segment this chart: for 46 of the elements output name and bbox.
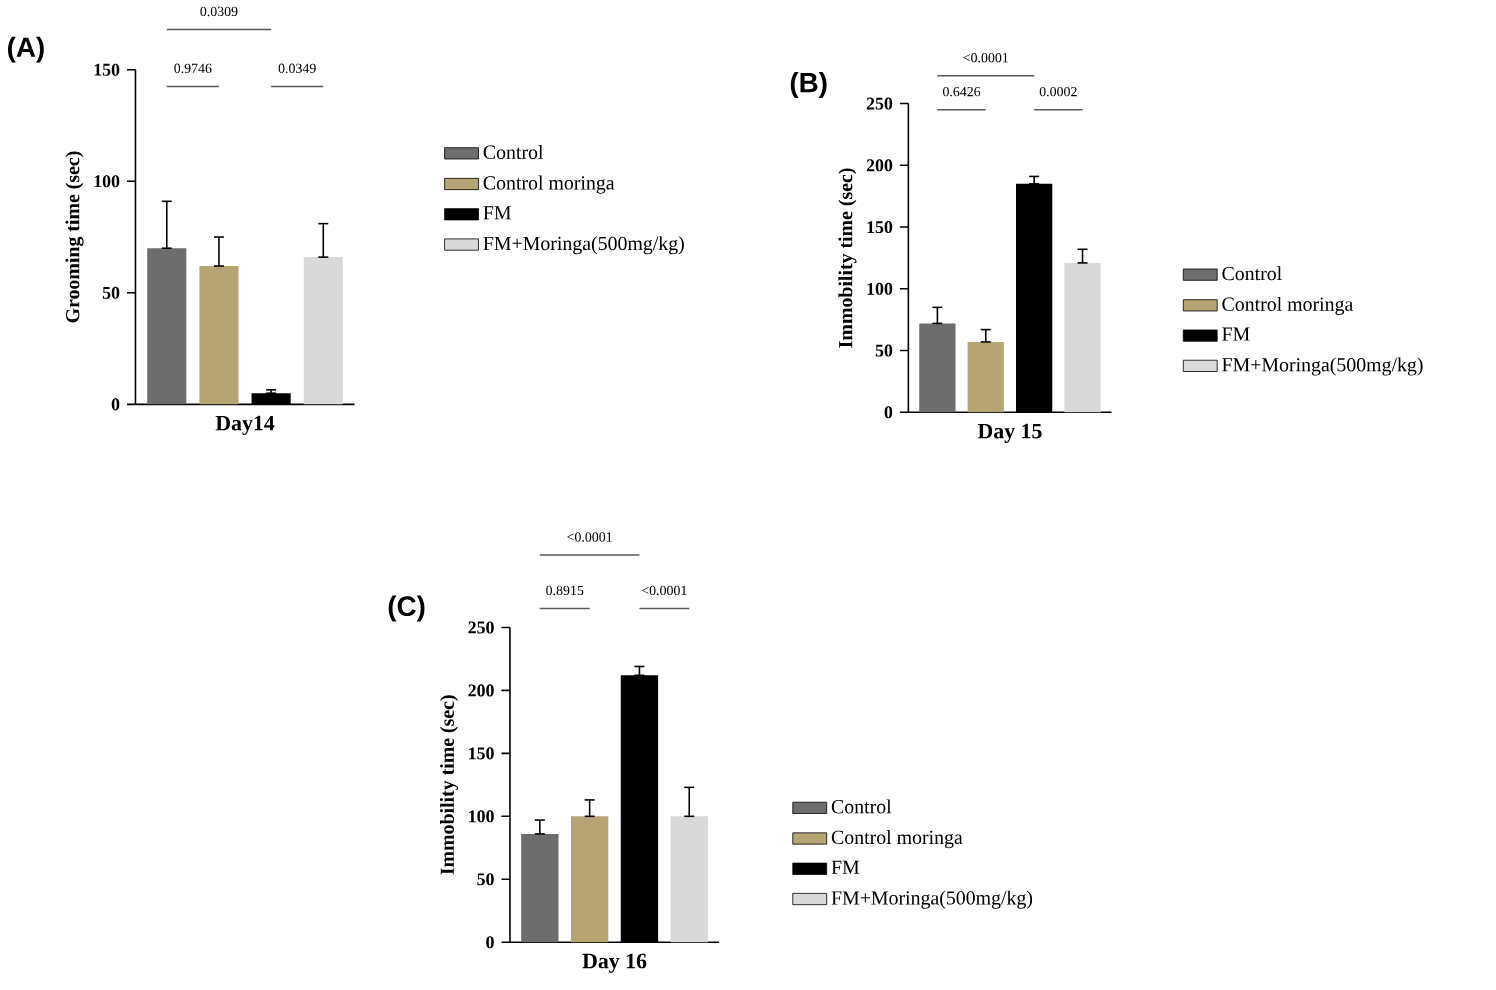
legend-label: Control moringa [831,830,963,849]
bar [1064,262,1101,413]
legend-label: Control [1222,266,1282,281]
y-axis-title: Immobility time (sec) [439,695,459,875]
y-tick-label: 250 [468,621,494,634]
bar [919,323,956,413]
y-tick-label: 200 [866,159,893,172]
y-tick-label: 50 [477,873,494,886]
x-axis-title: Day14 [215,415,275,435]
bar [147,248,187,405]
y-tick-label: 50 [875,344,893,357]
legend-label: FM+Moringa(500mg/kg) [483,236,684,255]
legend-label: FM [483,206,511,220]
bar [570,816,609,943]
bar [521,833,559,943]
bar [670,816,708,943]
chart-title: (B) [790,72,827,98]
bar [199,266,239,405]
bar [303,257,343,405]
chart-title: (A) [8,36,44,63]
legend-label: Control [831,799,892,814]
y-tick-label: 150 [469,747,494,760]
y-tick-label: 100 [94,175,120,188]
bar [967,341,1004,413]
legend-label: Control [483,144,544,159]
legend-label: Control moringa [483,175,615,194]
x-axis-title: Day 16 [582,953,647,973]
y-tick-label: 0 [884,406,893,419]
y-axis-title: Grooming time (sec) [65,151,84,323]
x-axis-title: Day 15 [977,423,1042,443]
legend-label: FM [831,860,860,874]
y-tick-label: 100 [867,282,893,295]
y-axis-title: Immobility time (sec) [838,168,857,348]
legend-label: FM [1222,327,1250,341]
y-tick-label: 50 [102,286,120,299]
y-tick-label: 0 [486,936,494,949]
y-tick-label: 200 [468,684,494,697]
legend-label: FM+Moringa(500mg/kg) [831,890,1033,909]
legend-label: FM+Moringa(500mg/kg) [1222,357,1423,376]
legend-label: Control moringa [1222,296,1354,316]
y-tick-label: 250 [866,97,893,110]
y-tick-label: 100 [469,810,494,823]
y-tick-label: 0 [111,398,120,411]
y-tick-label: 150 [867,221,893,234]
chart-title: (C) [388,595,425,622]
y-tick-label: 150 [94,63,120,76]
